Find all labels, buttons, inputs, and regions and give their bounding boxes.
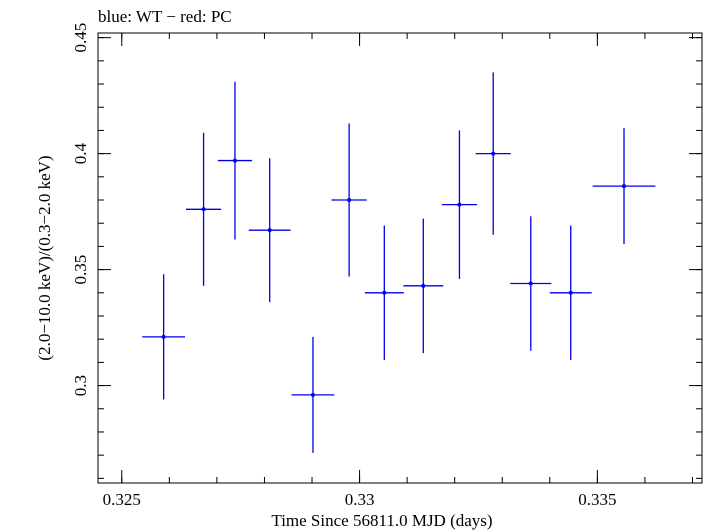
y-tick-label: 0.45 — [71, 23, 90, 53]
data-point — [185, 132, 222, 286]
data-point — [510, 216, 552, 351]
y-tick-label: 0.35 — [71, 255, 90, 285]
data-point — [364, 225, 404, 361]
data-point — [441, 130, 478, 279]
data-point — [403, 218, 444, 354]
point-marker — [382, 290, 387, 295]
x-tick-label: 0.335 — [578, 490, 616, 509]
point-marker — [267, 228, 272, 233]
axis-ticks — [98, 33, 702, 483]
data-point — [549, 225, 592, 361]
data-point — [291, 336, 335, 453]
point-marker — [161, 334, 166, 339]
point-marker — [622, 184, 627, 189]
point-marker — [232, 158, 237, 163]
point-marker — [347, 198, 352, 203]
y-tick-label: 0.3 — [71, 375, 90, 396]
point-marker — [457, 202, 462, 207]
point-marker — [528, 281, 533, 286]
tick-labels: 0.325 0.33 0.335 0.3 0.35 0.4 0.45 — [71, 23, 616, 509]
data-point — [217, 81, 253, 240]
data-point — [592, 128, 656, 245]
x-tick-label: 0.325 — [103, 490, 141, 509]
data-points — [142, 72, 656, 453]
y-axis-label: (2.0−10.0 keV)/(0.3−2.0 keV) — [35, 155, 54, 360]
chart-title: blue: WT − red: PC — [98, 7, 232, 26]
data-point — [142, 274, 186, 400]
point-marker — [568, 290, 573, 295]
point-marker — [201, 207, 206, 212]
plot-frame — [97, 32, 703, 484]
point-marker — [491, 151, 496, 156]
y-tick-label: 0.4 — [71, 142, 90, 164]
data-point — [475, 72, 511, 235]
data-point — [331, 123, 367, 277]
point-marker — [421, 283, 426, 288]
x-tick-label: 0.33 — [345, 490, 375, 509]
x-axis-label: Time Since 56811.0 MJD (days) — [271, 511, 492, 530]
point-marker — [310, 392, 315, 397]
data-point — [248, 158, 291, 303]
